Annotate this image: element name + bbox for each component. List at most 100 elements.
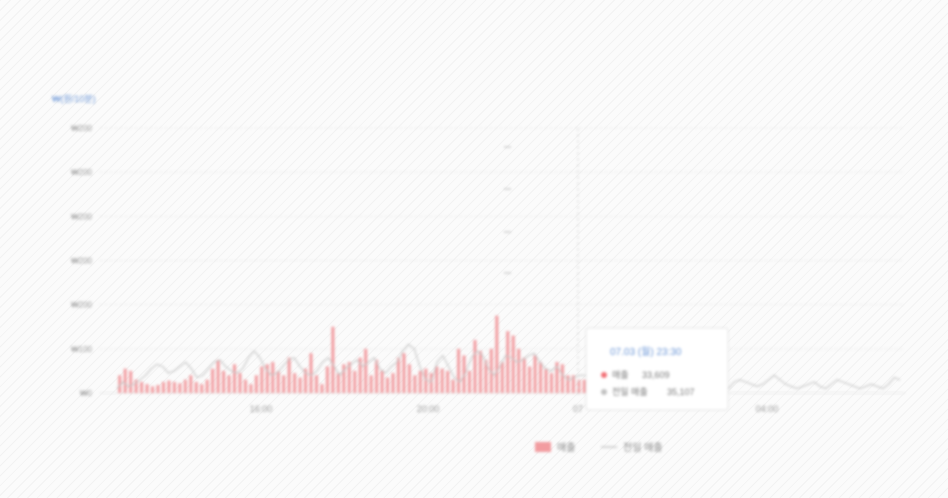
bar[interactable]	[391, 373, 395, 394]
bar[interactable]	[473, 340, 477, 393]
bar[interactable]	[468, 370, 472, 393]
bar[interactable]	[172, 381, 176, 393]
x-tick-label: 16:00	[250, 404, 273, 414]
bar[interactable]	[216, 359, 220, 394]
bar[interactable]	[314, 375, 318, 393]
bar[interactable]	[205, 379, 209, 393]
bar[interactable]	[178, 383, 182, 393]
bar[interactable]	[506, 331, 510, 393]
bar[interactable]	[123, 368, 127, 393]
bar[interactable]	[118, 375, 122, 393]
bar[interactable]	[555, 362, 559, 393]
bar[interactable]	[298, 377, 302, 393]
bar[interactable]	[484, 359, 488, 394]
bar[interactable]	[161, 381, 165, 393]
bar[interactable]	[342, 364, 346, 393]
bar[interactable]	[287, 357, 291, 393]
bar[interactable]	[544, 368, 548, 393]
bar[interactable]	[577, 379, 581, 393]
bar[interactable]	[200, 384, 204, 393]
bar[interactable]	[369, 375, 373, 393]
bar[interactable]	[304, 368, 308, 393]
bar[interactable]	[413, 375, 417, 393]
legend-item-sales[interactable]: 매출	[535, 442, 575, 454]
bar[interactable]	[145, 384, 149, 393]
bar[interactable]	[211, 368, 215, 393]
bars-series[interactable]	[118, 315, 586, 394]
bar[interactable]	[189, 375, 193, 393]
bar[interactable]	[336, 373, 340, 394]
bar[interactable]	[320, 384, 324, 393]
bar[interactable]	[500, 362, 504, 393]
prev-day-line[interactable]	[116, 343, 901, 390]
bar[interactable]	[227, 375, 231, 393]
bar[interactable]	[222, 370, 226, 393]
bar[interactable]	[489, 348, 493, 393]
bar[interactable]	[309, 353, 313, 393]
bar[interactable]	[134, 379, 138, 393]
bar[interactable]	[282, 375, 286, 393]
y-tick-label: ₩200	[71, 124, 92, 133]
bar[interactable]	[424, 368, 428, 393]
bar[interactable]	[528, 366, 532, 394]
bar[interactable]	[380, 370, 384, 393]
bar[interactable]	[358, 357, 362, 393]
bar[interactable]	[440, 368, 444, 393]
bar[interactable]	[533, 355, 537, 393]
bar[interactable]	[233, 364, 237, 393]
bar[interactable]	[435, 366, 439, 394]
bar[interactable]	[396, 357, 400, 393]
bar[interactable]	[549, 373, 553, 394]
bar[interactable]	[462, 355, 466, 393]
bar[interactable]	[451, 379, 455, 393]
tooltip-box	[585, 327, 729, 411]
bar[interactable]	[517, 348, 521, 393]
y-tick-label: ₩200	[71, 301, 92, 310]
bar[interactable]	[243, 379, 247, 393]
bar[interactable]	[271, 362, 275, 393]
bar[interactable]	[347, 362, 351, 393]
bar[interactable]	[156, 385, 160, 393]
bar[interactable]	[511, 335, 515, 393]
bar[interactable]	[325, 366, 329, 394]
bar[interactable]	[238, 373, 242, 394]
bar[interactable]	[495, 315, 499, 393]
bar[interactable]	[582, 379, 586, 393]
bar[interactable]	[457, 348, 461, 393]
bar[interactable]	[364, 348, 368, 393]
tooltip-label-prev: 전일 매출	[612, 387, 648, 397]
hover-markers	[504, 146, 511, 274]
bar[interactable]	[571, 375, 575, 393]
prev-day-series[interactable]	[116, 343, 901, 390]
bar[interactable]	[402, 353, 406, 393]
bar[interactable]	[522, 357, 526, 393]
bar[interactable]	[429, 373, 433, 394]
bar[interactable]	[249, 384, 253, 393]
bar[interactable]	[265, 364, 269, 393]
bar[interactable]	[183, 379, 187, 393]
bar[interactable]	[353, 370, 357, 393]
legend-item-prev[interactable]: 전일 매출	[601, 442, 663, 454]
bar[interactable]	[375, 359, 379, 394]
bar[interactable]	[167, 380, 171, 393]
bar[interactable]	[539, 362, 543, 393]
bar[interactable]	[140, 381, 144, 393]
bar[interactable]	[386, 377, 390, 393]
bar[interactable]	[129, 370, 133, 393]
bar[interactable]	[418, 370, 422, 393]
bar[interactable]	[566, 375, 570, 393]
bar[interactable]	[254, 375, 258, 393]
bar[interactable]	[293, 373, 297, 394]
bar[interactable]	[446, 370, 450, 393]
bar[interactable]	[478, 351, 482, 393]
bar[interactable]	[260, 366, 264, 394]
x-tick-label: 20:00	[417, 404, 440, 414]
bar[interactable]	[331, 326, 335, 393]
bar[interactable]	[194, 381, 198, 393]
legend-swatch-sales	[535, 442, 551, 452]
bar[interactable]	[407, 364, 411, 393]
y-tick-label: ₩0	[80, 389, 93, 398]
bar[interactable]	[151, 386, 155, 394]
bar[interactable]	[560, 364, 564, 393]
bar[interactable]	[276, 370, 280, 393]
